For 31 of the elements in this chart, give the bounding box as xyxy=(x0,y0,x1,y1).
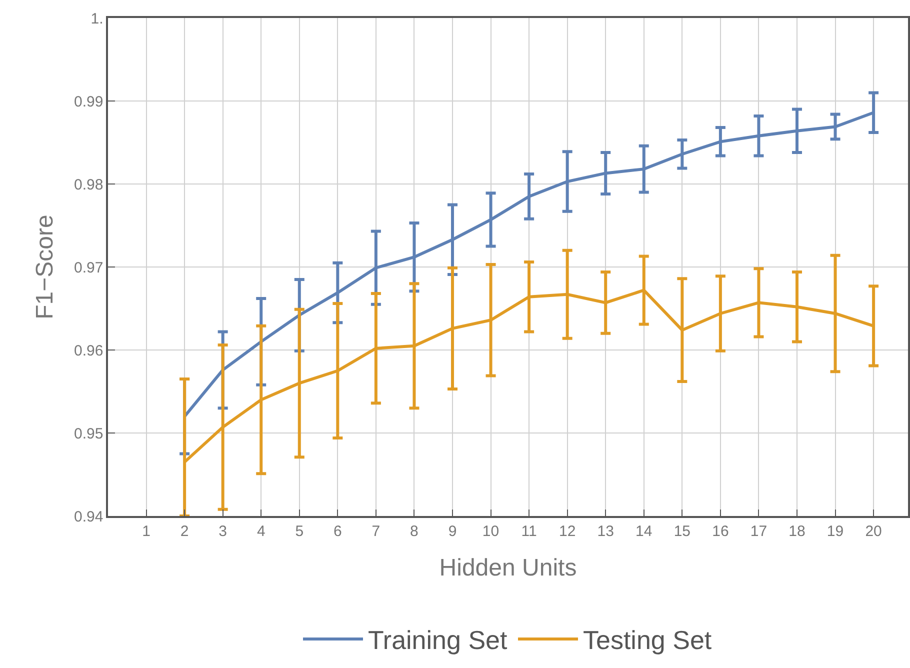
x-tick-label: 11 xyxy=(521,522,537,540)
x-tick-label: 4 xyxy=(256,522,266,540)
x-tick-label: 1 xyxy=(142,522,150,540)
x-tick-label: 9 xyxy=(448,522,457,540)
x-tick-label: 18 xyxy=(788,522,806,540)
x-tick-label: 3 xyxy=(218,522,227,540)
legend-label: Training Set xyxy=(368,625,508,656)
legend-label: Testing Set xyxy=(582,625,712,656)
y-tick-label: 1. xyxy=(90,10,104,28)
x-tick-label: 5 xyxy=(295,522,304,540)
y-tick-label: 0.95 xyxy=(74,425,104,442)
x-tick-label: 6 xyxy=(334,522,342,540)
y-tick-label: 0.99 xyxy=(74,93,104,110)
y-tick-label: 0.96 xyxy=(74,342,104,360)
x-tick-label: 10 xyxy=(482,522,500,540)
x-tick-label: 16 xyxy=(712,522,729,540)
x-tick-label: 20 xyxy=(865,522,882,540)
x-tick-label: 19 xyxy=(826,522,844,540)
x-tick-label: 15 xyxy=(674,522,691,540)
y-axis-title: F1−Score xyxy=(32,214,59,320)
x-tick-label: 12 xyxy=(558,522,576,540)
y-tick-label: 0.98 xyxy=(74,176,104,194)
x-axis-title: Hidden Units xyxy=(439,554,577,582)
x-tick-label: 13 xyxy=(597,522,614,540)
y-tick-label: 0.94 xyxy=(74,508,104,526)
x-tick-label: 14 xyxy=(636,522,652,540)
y-tick-label: 0.97 xyxy=(74,259,104,276)
x-tick-label: 17 xyxy=(750,522,768,540)
x-tick-label: 2 xyxy=(180,522,189,540)
x-tick-label: 7 xyxy=(372,522,380,540)
x-tick-label: 8 xyxy=(410,522,418,540)
